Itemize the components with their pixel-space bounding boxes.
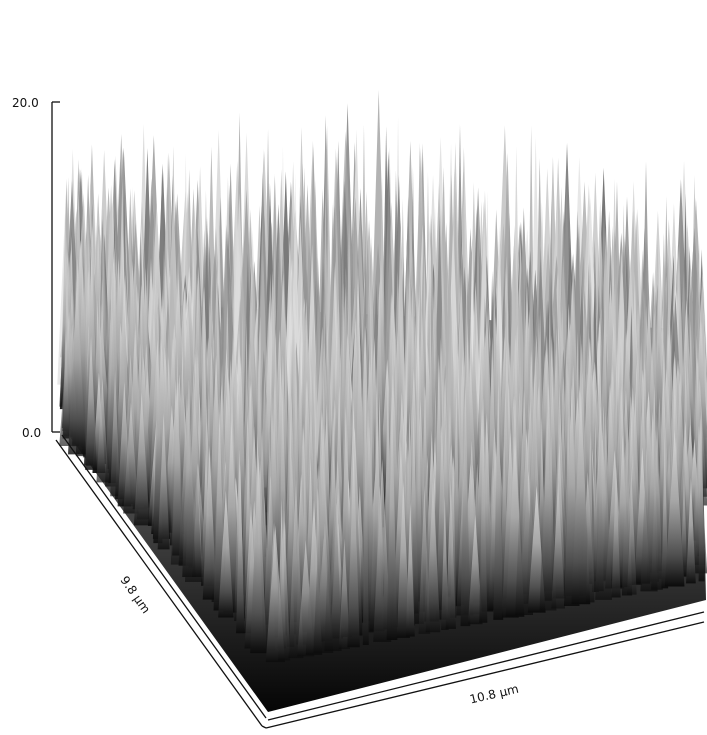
- y-axis-line-inner: [61, 434, 267, 719]
- surface-spike: [338, 538, 350, 649]
- surface-spike: [412, 381, 424, 624]
- surface-spike: [698, 405, 705, 582]
- surface-spike: [170, 381, 185, 565]
- surface-spike: [586, 430, 595, 603]
- surface-spike: [651, 414, 663, 590]
- surface-spike: [386, 396, 398, 640]
- z-tick-label-min: 0.0: [22, 426, 41, 440]
- surface-spike: [661, 435, 669, 589]
- y-axis-line-outer: [55, 439, 263, 727]
- surface-spike: [418, 486, 431, 634]
- surface-spike: [515, 389, 534, 615]
- surface-spike: [373, 459, 392, 642]
- x-axis-line-outer: [265, 621, 705, 729]
- surface-spike: [680, 472, 688, 577]
- surface-spike: [405, 502, 415, 637]
- surface-spike: [539, 376, 557, 611]
- surface-spike: [96, 377, 109, 483]
- surface-spike: [611, 467, 621, 598]
- surface-spike: [85, 336, 97, 470]
- surface-spike: [571, 391, 591, 605]
- surface-spike: [157, 412, 170, 550]
- surface-spike: [551, 482, 566, 609]
- surface-spikes: [57, 90, 707, 663]
- surface-spike: [184, 367, 202, 582]
- surface-spike: [123, 402, 139, 514]
- surface-spike: [68, 280, 86, 455]
- surface-spike: [467, 514, 483, 625]
- surface-spike: [479, 415, 488, 623]
- surface-spike: [218, 490, 234, 618]
- surface-spike: [288, 478, 304, 659]
- surface-spike: [202, 445, 217, 600]
- surface-spike: [362, 383, 369, 645]
- surface-spike: [236, 463, 245, 634]
- surface-spike: [347, 449, 360, 648]
- x-axis-line-inner: [267, 611, 705, 721]
- surface-spike: [664, 429, 685, 587]
- surface-spike: [250, 454, 267, 654]
- surface-spike: [425, 482, 441, 633]
- surface-spike: [595, 405, 613, 600]
- surface-spike: [396, 480, 410, 638]
- z-tick-label-max: 20.0: [12, 96, 39, 110]
- surface-spike: [324, 408, 342, 652]
- y-axis-label: 9.8 µm: [117, 573, 153, 616]
- surface-spike: [278, 510, 291, 661]
- surface-spike: [686, 477, 696, 584]
- surface-spike: [133, 392, 150, 526]
- surface-spike: [460, 376, 471, 627]
- surface-spike: [627, 483, 637, 595]
- axes-corner-cap: [261, 725, 267, 729]
- surface-spike: [110, 369, 121, 497]
- x-axis-label: 10.8 µm: [468, 682, 520, 707]
- surface-spike: [445, 480, 456, 629]
- surface-spike: [493, 380, 504, 620]
